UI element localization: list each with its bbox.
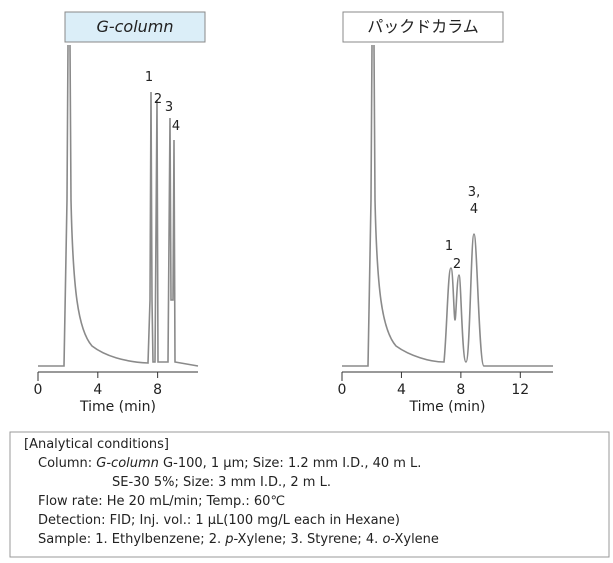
condition-text: Sample: 1. Ethylbenzene; 2. [38, 532, 225, 547]
x-tick-label: 8 [456, 382, 465, 398]
condition-text: G-100, 1 µm; Size: 1.2 mm I.D., 40 m L. [159, 456, 422, 471]
x-tick-label: 0 [34, 382, 43, 398]
title-box [64, 11, 206, 43]
x-axis-label: Time (min) [79, 399, 156, 415]
condition-line: Detection: FID; Inj. vol.: 1 µL(100 mg/L… [38, 513, 400, 528]
peak-label: 3 [165, 100, 173, 115]
peak-label: 4 [470, 202, 478, 217]
peak-label: 2 [154, 92, 162, 107]
x-tick-label: 8 [153, 382, 162, 398]
condition-text: G-column [96, 456, 159, 471]
condition-line: [Analytical conditions] [24, 437, 169, 452]
condition-text: -Xylene [390, 532, 439, 547]
condition-line: SE-30 5%; Size: 3 mm I.D., 2 m L. [112, 475, 331, 490]
x-tick-label: 4 [397, 382, 406, 398]
peak-label: 4 [172, 119, 180, 134]
conditions-box [9, 431, 610, 558]
peak-label: 3, [468, 185, 480, 200]
panel-title: G-column [96, 17, 173, 36]
condition-text: o [382, 532, 390, 547]
condition-text: -Xylene; 3. Styrene; 4. [234, 532, 383, 547]
title-box [342, 11, 504, 43]
peak-label: 1 [445, 239, 453, 254]
chromatogram-trace [342, 44, 553, 367]
chromatogram-trace [38, 44, 199, 367]
condition-text: Column: [38, 456, 96, 471]
peak-label: 2 [453, 257, 461, 272]
condition-text: Flow rate: He 20 mL/min; Temp.: 60℃ [38, 494, 285, 509]
condition-text: SE-30 5%; Size: 3 mm I.D., 2 m L. [112, 475, 331, 490]
condition-text: [Analytical conditions] [24, 437, 169, 452]
x-axis-label: Time (min) [408, 399, 485, 415]
panel-title: パックドカラム [367, 17, 479, 36]
condition-text: Detection: FID; Inj. vol.: 1 µL(100 mg/L… [38, 513, 400, 528]
condition-line: Column: G-column G-100, 1 µm; Size: 1.2 … [38, 456, 421, 471]
peak-label: 1 [145, 70, 153, 85]
condition-line: Sample: 1. Ethylbenzene; 2. p-Xylene; 3.… [38, 532, 439, 547]
x-tick-label: 4 [93, 382, 102, 398]
condition-line: Flow rate: He 20 mL/min; Temp.: 60℃ [38, 494, 285, 509]
condition-text: p [224, 532, 233, 547]
x-tick-label: 0 [338, 382, 347, 398]
x-tick-label: 12 [511, 382, 529, 398]
